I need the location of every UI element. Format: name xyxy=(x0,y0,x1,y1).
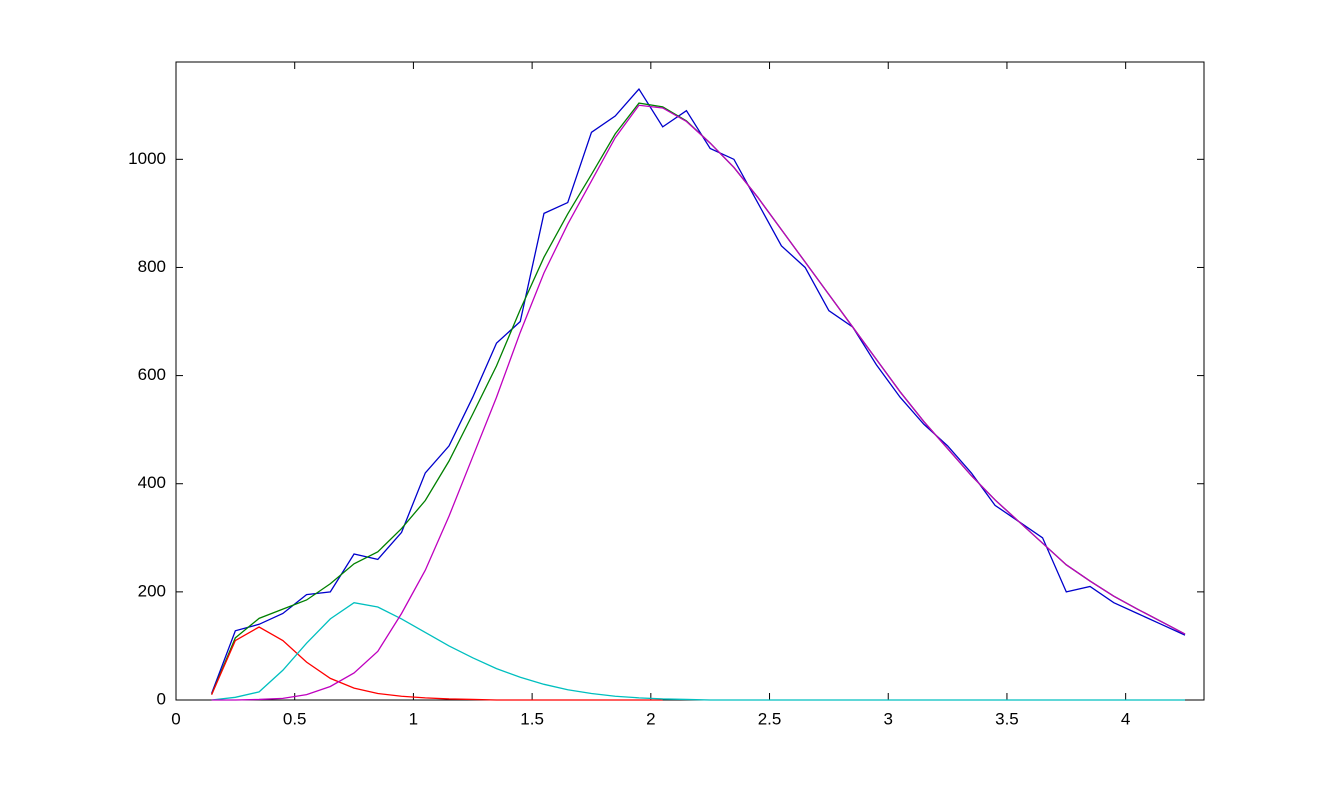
x-tick-label: 1.5 xyxy=(520,709,544,728)
y-tick-label: 800 xyxy=(138,257,166,276)
x-tick-label: 3 xyxy=(884,709,893,728)
x-tick-label: 4 xyxy=(1121,709,1130,728)
x-tick-label: 0 xyxy=(171,709,180,728)
y-tick-label: 1000 xyxy=(128,149,166,168)
y-tick-label: 600 xyxy=(138,365,166,384)
plot-area xyxy=(175,61,1205,701)
x-tick-label: 2.5 xyxy=(758,709,782,728)
x-tick-label: 0.5 xyxy=(283,709,307,728)
y-tick-label: 0 xyxy=(157,689,166,708)
series-line xyxy=(211,87,1186,694)
series-line xyxy=(211,104,1186,701)
series-line xyxy=(211,626,663,701)
y-tick-label: 200 xyxy=(138,581,166,600)
series-line xyxy=(211,601,1186,701)
x-tick-label: 1 xyxy=(409,709,418,728)
x-tick-label: 2 xyxy=(646,709,655,728)
x-tick-label: 3.5 xyxy=(995,709,1019,728)
y-tick-label: 400 xyxy=(138,473,166,492)
